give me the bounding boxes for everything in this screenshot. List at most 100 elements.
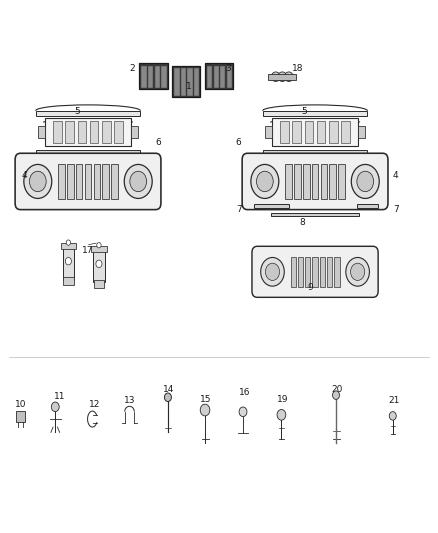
Bar: [131, 126, 138, 139]
Bar: [338, 164, 345, 199]
Bar: [317, 122, 325, 143]
Text: 11: 11: [54, 392, 65, 401]
Circle shape: [277, 409, 286, 420]
Bar: [93, 251, 105, 282]
Bar: [303, 164, 310, 199]
Bar: [305, 257, 311, 287]
Circle shape: [265, 263, 279, 280]
Bar: [102, 164, 109, 199]
Bar: [357, 126, 364, 139]
Bar: [53, 122, 62, 143]
Circle shape: [97, 243, 101, 248]
Bar: [263, 150, 367, 154]
Circle shape: [257, 171, 273, 192]
Bar: [329, 122, 338, 143]
FancyBboxPatch shape: [252, 246, 378, 297]
Text: 7: 7: [393, 205, 399, 214]
Text: 6: 6: [236, 138, 241, 147]
Circle shape: [65, 257, 71, 265]
Bar: [312, 257, 318, 287]
Text: 18: 18: [292, 64, 304, 73]
Text: 2: 2: [129, 64, 134, 73]
Bar: [90, 122, 99, 143]
Circle shape: [239, 407, 247, 417]
Circle shape: [389, 411, 396, 420]
Bar: [94, 164, 100, 199]
Bar: [76, 164, 82, 199]
Text: 14: 14: [163, 385, 174, 394]
Bar: [39, 126, 46, 139]
Circle shape: [261, 257, 284, 286]
Text: 3: 3: [225, 64, 231, 73]
Circle shape: [66, 240, 71, 245]
Circle shape: [350, 263, 365, 280]
Ellipse shape: [272, 72, 280, 82]
Circle shape: [124, 165, 152, 198]
Bar: [172, 66, 201, 97]
Text: 5: 5: [74, 107, 80, 116]
Text: 5: 5: [301, 107, 307, 116]
Text: 21: 21: [388, 396, 399, 405]
Bar: [213, 66, 218, 87]
Circle shape: [200, 404, 210, 416]
Bar: [293, 122, 301, 143]
Bar: [65, 122, 74, 143]
Text: 16: 16: [240, 388, 251, 397]
Bar: [78, 122, 86, 143]
Bar: [114, 122, 123, 143]
Bar: [67, 164, 74, 199]
Circle shape: [24, 165, 52, 198]
Circle shape: [29, 171, 46, 192]
Bar: [220, 66, 225, 87]
Bar: [286, 164, 292, 199]
Bar: [357, 204, 378, 208]
Bar: [148, 66, 152, 87]
Bar: [63, 277, 74, 285]
Circle shape: [351, 165, 379, 198]
FancyBboxPatch shape: [242, 154, 388, 209]
Bar: [305, 122, 313, 143]
Text: 15: 15: [200, 395, 212, 404]
Bar: [155, 66, 159, 87]
Circle shape: [96, 260, 102, 268]
Text: 17: 17: [82, 246, 94, 255]
Bar: [321, 164, 327, 199]
Bar: [91, 246, 107, 252]
Bar: [294, 164, 301, 199]
Text: 13: 13: [124, 396, 135, 405]
Circle shape: [346, 257, 369, 286]
Circle shape: [130, 171, 147, 192]
Ellipse shape: [285, 72, 293, 82]
Bar: [312, 164, 318, 199]
Bar: [46, 118, 131, 146]
Bar: [320, 257, 325, 287]
Bar: [263, 111, 367, 116]
Text: 10: 10: [14, 400, 26, 409]
Bar: [254, 204, 289, 208]
Bar: [329, 164, 336, 199]
Bar: [280, 122, 289, 143]
Bar: [58, 164, 65, 199]
Bar: [205, 63, 233, 89]
Text: 9: 9: [308, 283, 314, 292]
Text: 4: 4: [393, 171, 399, 180]
Bar: [60, 243, 76, 249]
Ellipse shape: [278, 72, 287, 82]
Circle shape: [51, 402, 59, 411]
Bar: [298, 257, 303, 287]
Bar: [94, 280, 104, 288]
Circle shape: [332, 391, 339, 399]
Bar: [290, 257, 296, 287]
Bar: [194, 68, 198, 95]
Bar: [174, 68, 179, 95]
Bar: [327, 257, 332, 287]
Text: 19: 19: [276, 395, 288, 404]
Bar: [15, 411, 25, 422]
Text: 8: 8: [299, 218, 305, 227]
Bar: [63, 248, 74, 280]
Bar: [272, 118, 357, 146]
Bar: [272, 213, 359, 216]
Bar: [111, 164, 118, 199]
Bar: [102, 122, 110, 143]
Text: 12: 12: [89, 400, 100, 409]
